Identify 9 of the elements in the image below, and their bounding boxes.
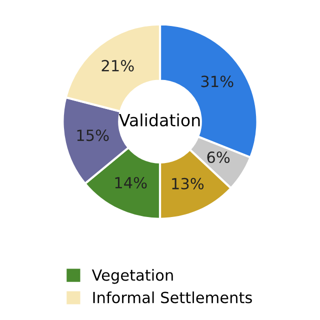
legend-label: Informal Settlements <box>93 291 252 304</box>
legend-label: Vegetation <box>92 269 173 284</box>
data-label: 21% <box>102 60 134 72</box>
data-label: 15% <box>77 130 109 142</box>
data-label: 14% <box>115 176 147 189</box>
text: Validation <box>118 114 200 126</box>
data-label: 31% <box>201 76 234 88</box>
data-label: 13% <box>172 178 204 190</box>
data-label: 6% <box>207 151 230 164</box>
